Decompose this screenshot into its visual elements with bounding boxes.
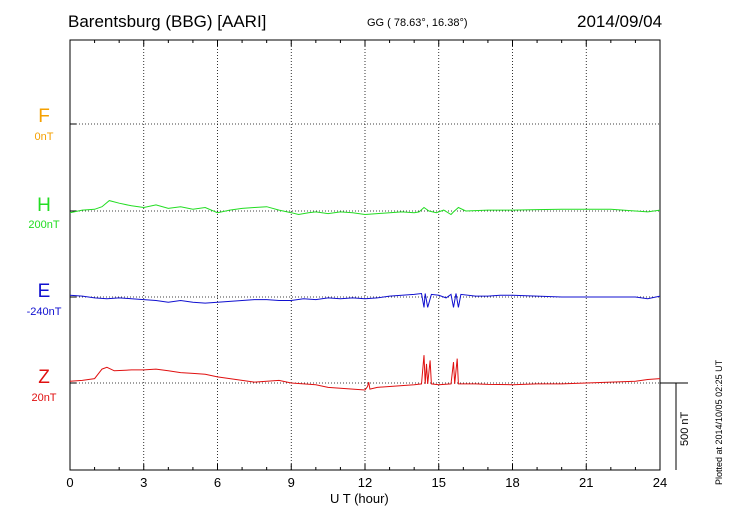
x-tick-label: 12 bbox=[358, 475, 372, 490]
chart-grid bbox=[70, 40, 660, 470]
component-base-z: 20nT bbox=[31, 392, 57, 404]
component-label-e: E bbox=[37, 281, 51, 302]
x-tick-label: 9 bbox=[288, 475, 295, 490]
x-tick-label: 0 bbox=[66, 475, 73, 490]
scale-bar-label: 500 nT bbox=[679, 411, 691, 446]
series-line-z bbox=[69, 355, 661, 391]
component-label-h: H bbox=[37, 195, 51, 216]
chart-ticks: 0 3 6 9 12 15 18 21 24 bbox=[66, 40, 667, 490]
component-base-h: 200nT bbox=[28, 219, 60, 231]
chart-series bbox=[69, 200, 661, 391]
x-tick-label: 6 bbox=[214, 475, 221, 490]
series-line-e bbox=[69, 292, 661, 308]
plot-date: 2014/09/04 bbox=[577, 12, 663, 31]
x-tick-label: 24 bbox=[653, 475, 667, 490]
plot-frame bbox=[69, 39, 661, 471]
scale-bar bbox=[660, 382, 688, 470]
component-base-f: 0nT bbox=[34, 131, 54, 143]
station-coords: GG ( 78.63°, 16.38°) bbox=[367, 17, 468, 29]
x-axis-label: U T (hour) bbox=[330, 491, 389, 506]
component-label-f: F bbox=[38, 106, 50, 127]
x-tick-label: 18 bbox=[505, 475, 519, 490]
x-tick-label: 21 bbox=[579, 475, 593, 490]
component-label-z: Z bbox=[38, 367, 50, 388]
x-tick-label: 15 bbox=[432, 475, 446, 490]
series-line-h bbox=[69, 200, 661, 216]
component-base-e: -240nT bbox=[26, 306, 62, 318]
x-tick-label: 3 bbox=[140, 475, 147, 490]
plotted-timestamp: Plotted at 2014/10/05 02:25 UT bbox=[714, 359, 724, 485]
station-title: Barentsburg (BBG) [AARI] bbox=[68, 12, 267, 31]
